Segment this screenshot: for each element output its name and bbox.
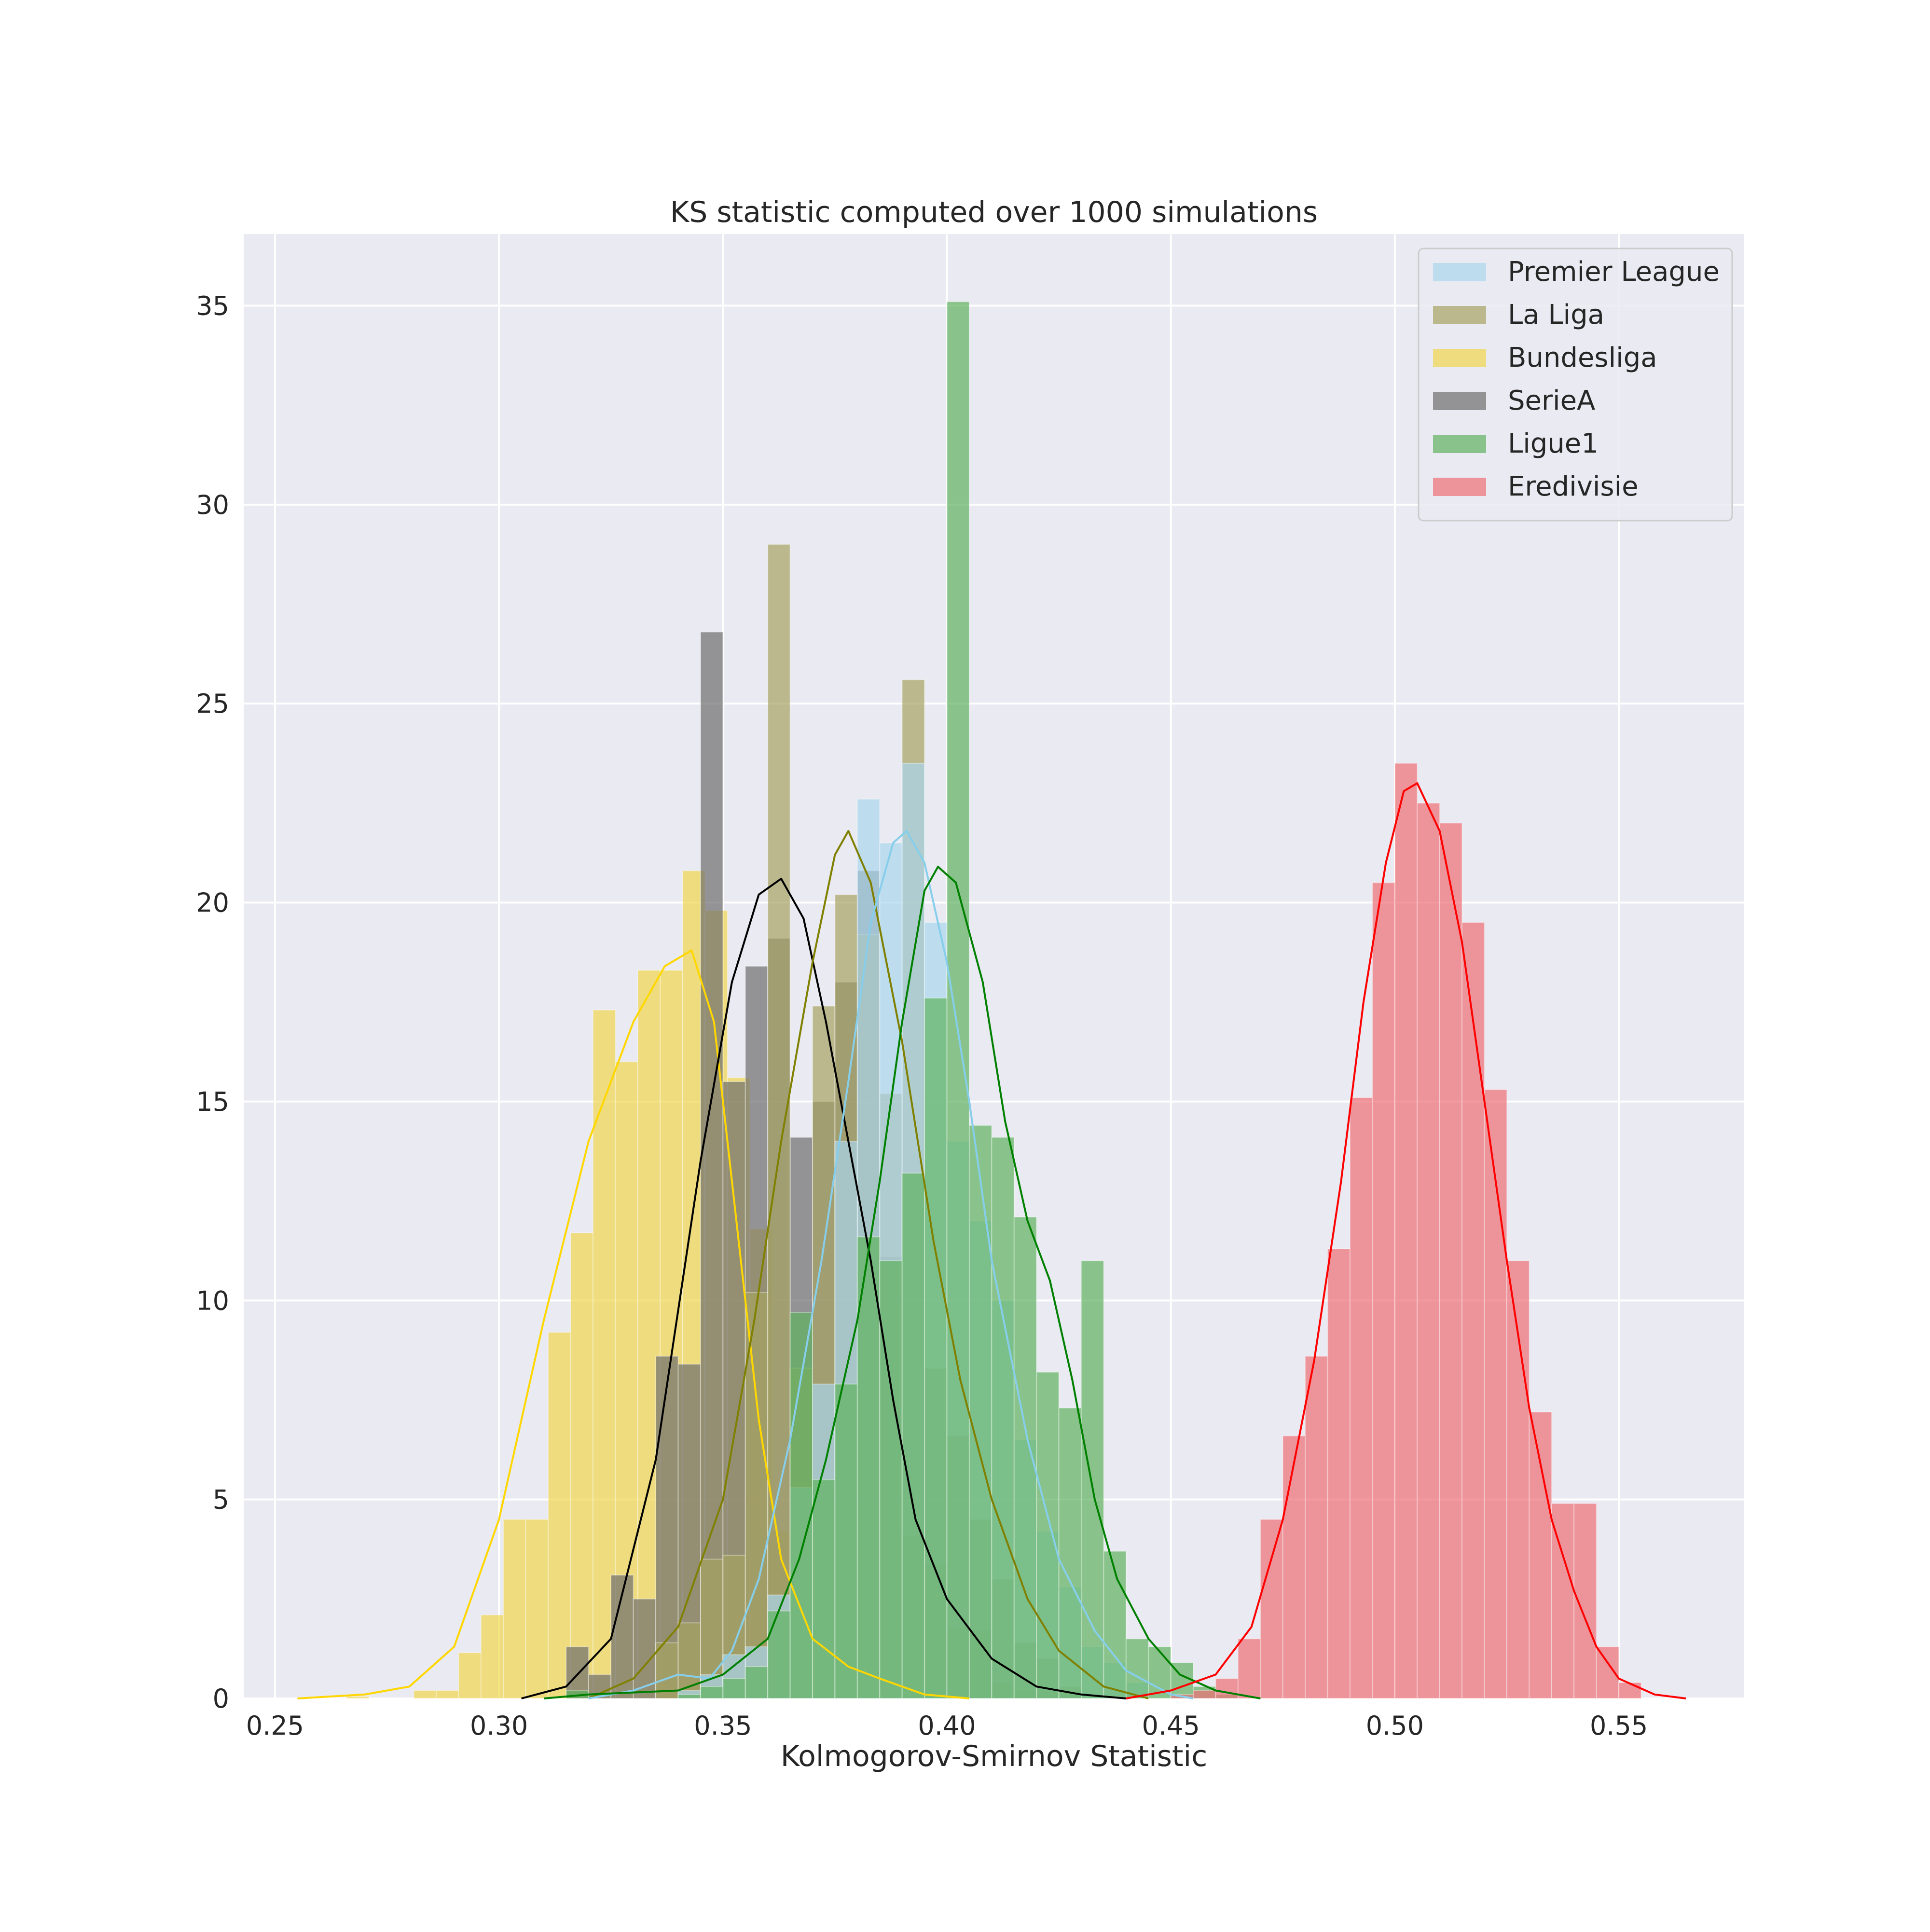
histogram-bar xyxy=(346,1696,370,1699)
histogram-bar xyxy=(1573,1503,1597,1699)
histogram-bar xyxy=(1394,762,1418,1699)
histogram-bar xyxy=(1439,822,1463,1699)
histogram-bar xyxy=(1081,1260,1104,1699)
histogram-bar xyxy=(458,1652,482,1699)
histogram-bar xyxy=(1372,882,1395,1699)
histogram-bar xyxy=(1618,1682,1642,1699)
histogram-bar xyxy=(767,1610,791,1699)
histogram-bar xyxy=(700,631,724,1699)
histogram-bar xyxy=(413,1690,437,1699)
histogram-bar xyxy=(700,1686,724,1699)
histogram-bar xyxy=(1193,1690,1216,1699)
histogram-bar xyxy=(1327,1248,1351,1699)
histogram-bar xyxy=(946,301,970,1699)
histogram-bar xyxy=(812,1479,836,1699)
histogram-bar xyxy=(1125,1638,1149,1699)
legend: Premier League La Liga Bundesliga SerieA Lig… xyxy=(1418,248,1733,522)
histogram-bar xyxy=(744,1666,769,1699)
histogram-bar xyxy=(1103,1550,1127,1699)
y-tick-label: 20 xyxy=(196,888,229,918)
kde-curves xyxy=(297,782,1686,1699)
histogram-bar xyxy=(570,1232,594,1699)
histogram-bar xyxy=(1058,1407,1082,1699)
x-tick-label: 0.35 xyxy=(694,1711,752,1741)
bars-eredivisie xyxy=(1170,762,1642,1699)
legend-label-eredivisie: Eredivisie xyxy=(1508,471,1639,502)
histogram-bar xyxy=(548,1332,571,1699)
y-tick-label: 5 xyxy=(213,1485,229,1515)
x-tick-labels: 0.25 0.30 0.35 0.40 0.45 0.50 0.55 xyxy=(246,1711,1648,1741)
histogram-bar xyxy=(991,1137,1015,1699)
histogram-bar xyxy=(744,1292,769,1699)
histogram-bar xyxy=(1417,802,1440,1699)
y-tick-labels: 0 5 10 15 20 25 30 35 xyxy=(196,290,229,1714)
histogram-bar xyxy=(1282,1435,1306,1699)
bars-ligue1 xyxy=(565,301,1239,1699)
kde-curve-eredivisie xyxy=(1126,782,1686,1699)
legend-label-seriea: SerieA xyxy=(1508,385,1595,416)
kde-curve-premier-league xyxy=(588,830,1194,1699)
x-tick-label: 0.25 xyxy=(246,1711,304,1741)
y-tick-label: 35 xyxy=(196,290,229,321)
chart-title: KS statistic computed over 1000 simulati… xyxy=(670,195,1318,229)
x-tick-label: 0.45 xyxy=(1142,1711,1200,1741)
histogram-bar xyxy=(1237,1638,1261,1699)
legend-label-ligue1: Ligue1 xyxy=(1508,428,1599,459)
histogram-bar xyxy=(503,1518,526,1699)
histogram-bar xyxy=(633,1598,657,1699)
histogram-bar xyxy=(1529,1411,1552,1699)
histogram-bar xyxy=(1596,1646,1620,1699)
legend-swatch-premier-league xyxy=(1433,263,1486,281)
y-tick-label: 0 xyxy=(213,1684,229,1714)
histogram-bar xyxy=(655,1642,679,1699)
kde-curve-la-liga xyxy=(588,830,1149,1699)
histogram-bar xyxy=(677,1694,701,1699)
legend-swatch-ligue1 xyxy=(1433,435,1486,453)
legend-label-bundesliga: Bundesliga xyxy=(1508,342,1657,373)
histogram-bar xyxy=(1305,1355,1328,1699)
histogram-bar xyxy=(856,1236,881,1699)
legend-swatch-eredivisie xyxy=(1433,478,1486,496)
histogram-bar xyxy=(481,1614,504,1699)
y-tick-label: 15 xyxy=(196,1087,229,1117)
x-axis-label: Kolmogorov-Smirnov Statistic xyxy=(781,1739,1207,1773)
histogram-bar xyxy=(525,1518,549,1699)
kde-curve-ligue1 xyxy=(543,866,1261,1699)
histogram-bar xyxy=(1551,1503,1575,1699)
histogram-bar xyxy=(1350,1097,1373,1699)
histogram-bar xyxy=(901,1173,925,1699)
histogram-bar xyxy=(968,1125,993,1699)
histogram-bar xyxy=(436,1690,459,1699)
y-tick-label: 25 xyxy=(196,689,229,719)
histogram-bar xyxy=(565,1646,589,1699)
x-tick-label: 0.55 xyxy=(1590,1711,1648,1741)
legend-swatch-bundesliga xyxy=(1433,349,1486,367)
y-tick-label: 10 xyxy=(196,1285,229,1316)
legend-label-premier-league: Premier League xyxy=(1508,256,1720,288)
histogram-bar xyxy=(1506,1260,1530,1699)
histogram-bar xyxy=(722,1678,746,1699)
legend-swatch-la-liga xyxy=(1433,306,1486,324)
legend-swatch-seriea xyxy=(1433,392,1486,410)
histogram-bar xyxy=(924,997,948,1699)
x-tick-label: 0.30 xyxy=(470,1711,528,1741)
histogram-bar xyxy=(1036,1371,1060,1699)
histogram-bar xyxy=(1215,1678,1239,1699)
histogram-bar xyxy=(1461,922,1485,1699)
histogram-bar xyxy=(1148,1646,1172,1699)
histogram-bar xyxy=(879,1260,903,1699)
y-tick-label: 30 xyxy=(196,490,229,520)
x-tick-label: 0.50 xyxy=(1366,1711,1424,1741)
x-tick-label: 0.40 xyxy=(918,1711,976,1741)
histogram-bar xyxy=(767,544,791,1699)
histogram-bar xyxy=(834,1383,858,1699)
legend-label-la-liga: La Liga xyxy=(1508,299,1604,331)
histogram-bar xyxy=(1260,1518,1283,1699)
kde-curve-bundesliga xyxy=(297,949,970,1699)
kde-curve-seriea xyxy=(521,878,1127,1699)
legend-box xyxy=(1418,248,1733,522)
